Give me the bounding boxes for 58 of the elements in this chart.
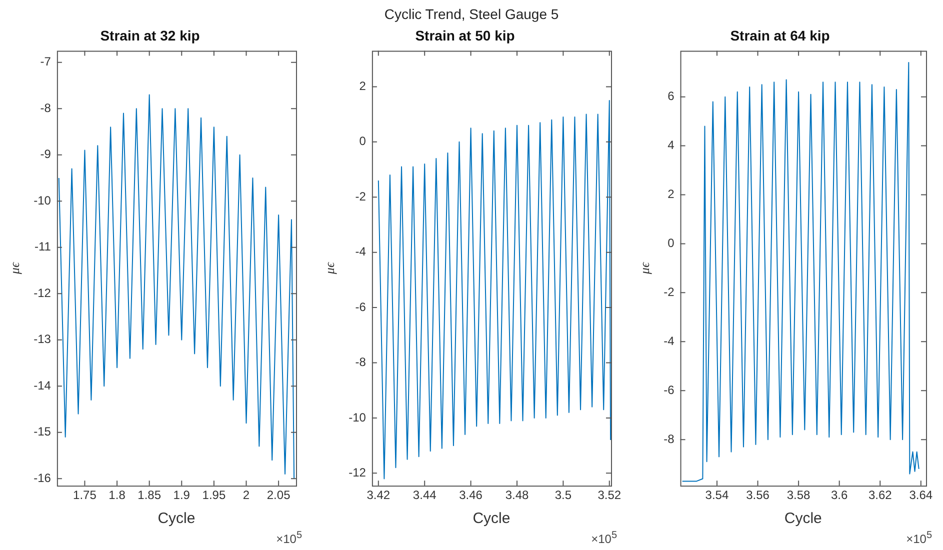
y-tick-label: 6 [668, 89, 675, 104]
x-tick-label: 3.5 [554, 488, 572, 502]
x-axis-title: Cycle [472, 510, 510, 528]
y-tick-label: -11 [34, 240, 52, 254]
x-tick-label: 3.52 [598, 488, 622, 502]
x-axis-title: Cycle [784, 510, 822, 528]
x-tick-label: 1.95 [202, 488, 226, 502]
x-tick-label: 3.62 [868, 488, 892, 502]
y-tick-label: -8 [355, 355, 366, 370]
y-tick-label: -9 [40, 147, 52, 162]
y-tick-label: -8 [40, 100, 52, 115]
y-tick-label: 0 [668, 236, 675, 250]
y-tick-label: -10 [34, 193, 52, 208]
chart-title: Strain at 50 kip [415, 27, 515, 44]
chart-title: Strain at 64 kip [730, 27, 830, 44]
x-tick-label: 3.42 [366, 488, 390, 502]
y-tick-label: -13 [34, 332, 52, 346]
x-tick-label: 3.58 [786, 488, 811, 502]
y-axis-title: μϵ [7, 262, 22, 276]
y-axis-title: μϵ [322, 262, 338, 276]
y-tick-label: 4 [668, 138, 675, 152]
text: ×10$^{5}$ [276, 530, 302, 546]
text: ×10$^{5}$ [906, 530, 932, 546]
y-tick-label: -12 [348, 465, 366, 480]
x-tick-label: 2.05 [266, 488, 291, 502]
text: Cyclic Trend, Steel Gauge 5 [383, 6, 560, 22]
x-tick-label: 1.85 [138, 488, 162, 502]
x-tick-label: 3.6 [830, 488, 848, 502]
x-tick-label: 1.8 [108, 488, 126, 502]
text: ×10$^{5}$ [591, 530, 617, 546]
y-tick-label: -2 [664, 284, 675, 299]
x-tick-label: 3.56 [746, 488, 770, 502]
y-axis-title: μϵ [637, 262, 652, 276]
y-tick-label: -12 [34, 286, 52, 300]
x-tick-label: 1.9 [173, 488, 190, 502]
x-tick-label: 3.54 [705, 488, 729, 502]
x-tick-label: 2 [242, 488, 250, 502]
y-tick-label: 0 [359, 134, 366, 148]
y-tick-label: -10 [348, 410, 366, 424]
y-tick-label: 2 [668, 187, 675, 202]
y-tick-label: -16 [34, 470, 52, 485]
x-tick-label: 1.75 [73, 488, 97, 502]
x-tick-label: 3.44 [412, 488, 437, 502]
chart-title: Strain at 32 kip [100, 27, 200, 44]
y-tick-label: -4 [664, 334, 675, 348]
y-tick-label: -15 [34, 424, 52, 439]
x-tick-label: 3.64 [909, 488, 933, 502]
y-tick-label: -6 [664, 382, 675, 397]
y-tick-label: -6 [355, 300, 366, 314]
y-tick-label: -8 [664, 432, 675, 446]
y-tick-label: -2 [355, 189, 366, 204]
x-tick-label: 3.46 [459, 488, 483, 502]
x-axis-title: Cycle [158, 510, 196, 528]
y-tick-label: -14 [34, 378, 52, 392]
y-tick-label: -7 [40, 54, 52, 69]
y-tick-label: 2 [359, 79, 366, 93]
y-tick-label: -4 [355, 244, 366, 259]
x-tick-label: 3.48 [505, 488, 529, 502]
